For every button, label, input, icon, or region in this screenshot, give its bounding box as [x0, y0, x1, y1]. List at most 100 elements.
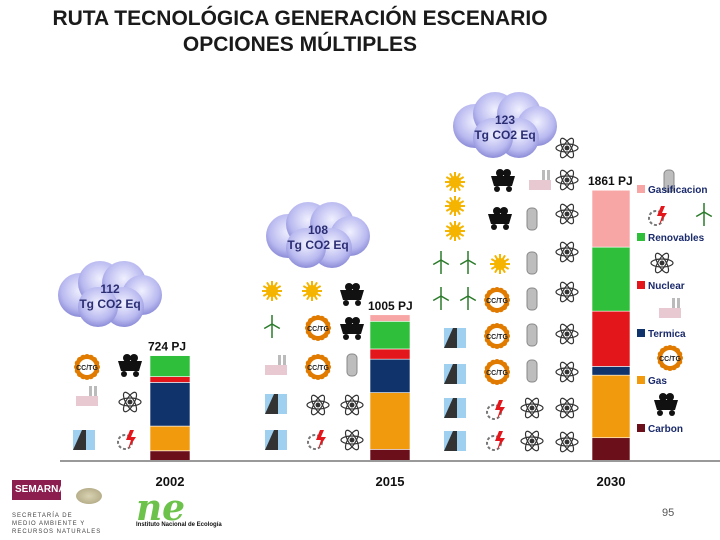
- atom-icon: [555, 137, 579, 159]
- total-label-2015: 1005 PJ: [368, 299, 413, 313]
- atom-icon: [118, 391, 142, 413]
- hydro-dam-icon: [444, 431, 466, 451]
- svg-text:CC/TG: CC/TG: [486, 334, 508, 341]
- page-number: 95: [662, 507, 675, 519]
- coal-cart-icon: [654, 393, 678, 416]
- atom-icon: [555, 281, 579, 303]
- power-flash-icon: [486, 400, 505, 420]
- legend-label-nuclear: Nuclear: [648, 281, 685, 292]
- technology-icons: CC/TG CC/TG CC/TG CC/TG CC/TG CC/TG CC/TG: [73, 137, 713, 453]
- atom-icon: [555, 323, 579, 345]
- legend-swatch-gas: [637, 376, 645, 384]
- bars: [149, 189, 631, 462]
- title-line-1: RUTA TECNOLÓGICA GENERACIÓN ESCENARIO: [52, 7, 548, 30]
- wind-turbine-icon: [459, 287, 477, 310]
- svg-text:CC/TG: CC/TG: [307, 365, 329, 372]
- bar-segment-renovables-2030: [591, 246, 631, 312]
- wind-turbine-icon: [459, 251, 477, 274]
- cloud-puff: [473, 118, 513, 158]
- gasifier-icon: [526, 207, 538, 231]
- wind-turbine-icon: [263, 315, 281, 338]
- semarnat-logo: SEMARNAT SECRETARÍA DE MEDIO AMBIENTE Y …: [12, 480, 112, 536]
- atom-icon: [306, 394, 330, 416]
- bar-segment-nuclear-2015: [369, 348, 411, 360]
- atom-icon: [555, 431, 579, 453]
- bar-segment-nuclear-2030: [591, 310, 631, 367]
- sun-icon: [445, 221, 465, 241]
- x-tick-label-2015: 2015: [376, 474, 405, 489]
- cloud-puff: [78, 287, 118, 327]
- coal-cart-icon: [118, 354, 142, 377]
- bar-segment-termica-2002: [149, 382, 191, 427]
- coal-cart-icon: [488, 207, 512, 230]
- hydro-dam-icon: [444, 328, 466, 348]
- title-line-2: OPCIONES MÚLTIPLES: [182, 33, 418, 56]
- power-flash-icon: [117, 430, 136, 450]
- bar-segment-gas-2030: [591, 374, 631, 439]
- gasifier-icon: [526, 323, 538, 347]
- agency-name: SECRETARÍA DE MEDIO AMBIENTE Y RECURSOS …: [12, 512, 112, 536]
- legend-swatch-renovables: [637, 233, 645, 241]
- thermal-plant-icon: [265, 355, 287, 375]
- atom-icon: [555, 361, 579, 383]
- sun-icon: [490, 254, 510, 274]
- legend-swatch-gasificacion: [637, 185, 645, 193]
- power-flash-icon: [307, 430, 326, 450]
- agency-line: MEDIO AMBIENTE Y: [12, 521, 86, 527]
- atom-icon: [520, 430, 544, 452]
- cloud-puff: [286, 228, 326, 268]
- emission-value: 123: [495, 113, 515, 127]
- emission-unit: Tg CO2 Eq: [79, 297, 140, 311]
- power-flash-icon: [486, 431, 505, 451]
- legend-swatch-carbon: [637, 424, 645, 432]
- bar-segment-gasificacion-2030: [591, 189, 631, 248]
- svg-text:CC/TG: CC/TG: [486, 370, 508, 377]
- emission-unit: Tg CO2 Eq: [287, 238, 348, 252]
- legend-label-carbon: Carbon: [648, 424, 683, 435]
- national-seal-icon: [76, 488, 102, 504]
- atom-icon: [340, 394, 364, 416]
- ine-logo: ne: [136, 488, 185, 529]
- sun-icon: [302, 281, 322, 301]
- hydro-dam-icon: [265, 394, 287, 414]
- atom-icon: [555, 169, 579, 191]
- hydro-dam-icon: [265, 430, 287, 450]
- gas-turbine-icon: CC/TG: [74, 354, 100, 380]
- gasifier-icon: [526, 287, 538, 311]
- bar-segment-renovables-2002: [149, 355, 191, 377]
- thermal-plant-icon: [76, 386, 98, 406]
- power-flash-icon: [648, 206, 667, 226]
- total-label-2002: 724 PJ: [148, 340, 186, 354]
- page-title: RUTA TECNOLÓGICA GENERACIÓN ESCENARIO OP…: [0, 6, 600, 58]
- legend-swatch-nuclear: [637, 281, 645, 289]
- wind-turbine-icon: [695, 203, 713, 226]
- svg-text:CC/TG: CC/TG: [307, 326, 329, 333]
- bar-segment-carbon-2030: [591, 437, 631, 462]
- bar-segment-nuclear-2002: [149, 376, 191, 383]
- hydro-dam-icon: [73, 430, 95, 450]
- svg-text:CC/TG: CC/TG: [76, 365, 98, 372]
- gasifier-icon: [663, 169, 675, 193]
- x-tick-label-2002: 2002: [156, 474, 185, 489]
- legend-label-gas: Gas: [648, 376, 667, 387]
- ine-mark: ne: [136, 488, 185, 529]
- sun-icon: [262, 281, 282, 301]
- bar-segment-termica-2030: [591, 366, 631, 376]
- bar-segment-carbon-2015: [369, 449, 411, 462]
- gas-turbine-icon: CC/TG: [305, 315, 331, 341]
- atom-icon: [650, 252, 674, 274]
- gas-turbine-icon: CC/TG: [484, 359, 510, 385]
- agency-line: SECRETARÍA DE: [12, 513, 73, 519]
- emission-value: 112: [100, 282, 120, 296]
- agency-line: RECURSOS NATURALES: [12, 529, 102, 535]
- gas-turbine-icon: CC/TG: [484, 287, 510, 313]
- atom-icon: [555, 397, 579, 419]
- total-label-2030: 1861 PJ: [588, 174, 633, 188]
- wind-turbine-icon: [432, 287, 450, 310]
- x-tick-label-2030: 2030: [597, 474, 626, 489]
- ine-caption: Instituto Nacional de Ecología: [136, 522, 222, 528]
